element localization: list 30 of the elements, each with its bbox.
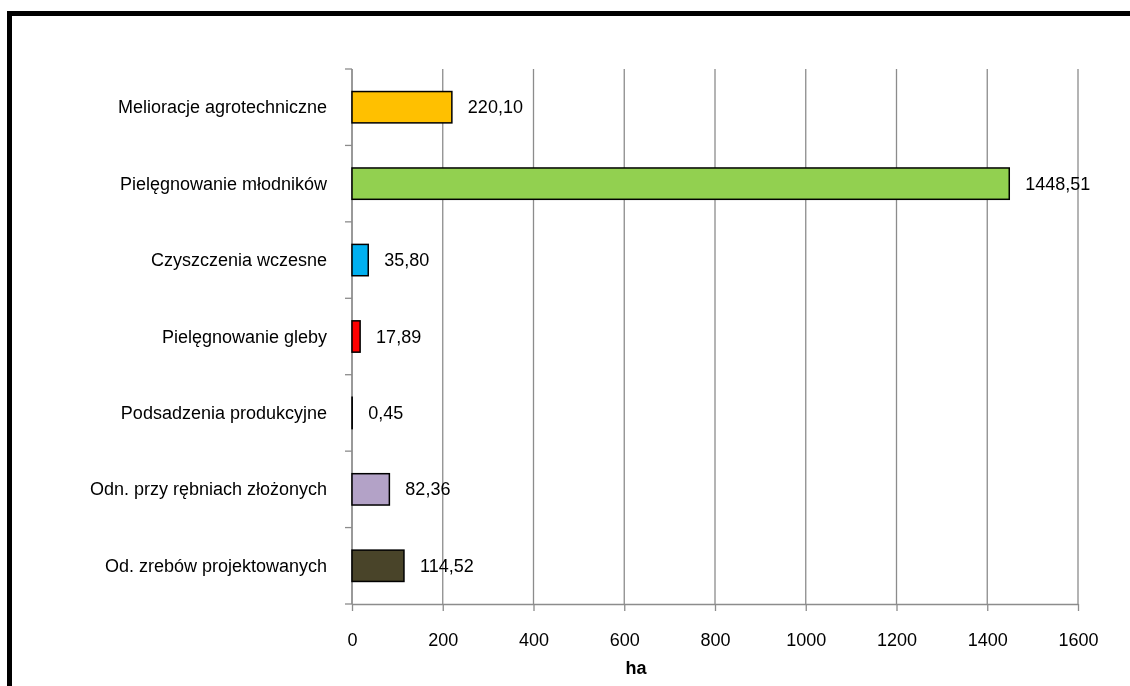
y-tick-label: Czyszczenia wczesne (150, 250, 327, 271)
bar (351, 90, 453, 124)
data-label: 35,80 (384, 250, 430, 271)
x-tick-label: 400 (518, 629, 550, 650)
y-tick-label: Odn. przy rębniach złożonych (89, 479, 327, 500)
bar (351, 243, 369, 277)
data-label: 1448,51 (1025, 173, 1091, 194)
x-tick-label: 1000 (786, 629, 827, 650)
y-tick-label: Pielęgnowanie młodników (119, 173, 328, 194)
y-tick-label: Pielęgnowanie gleby (161, 326, 327, 347)
x-tick-label: 600 (609, 629, 640, 650)
y-tick-label: Melioracje agrotechniczne (117, 97, 327, 118)
x-tick-label: 1200 (876, 629, 918, 650)
x-tick-label: 200 (428, 629, 459, 650)
bar (351, 320, 361, 353)
bar (351, 549, 405, 583)
bar (351, 472, 391, 506)
bar (351, 167, 1011, 201)
x-tick-label: 1400 (967, 629, 1008, 650)
x-tick-label: 0 (347, 629, 358, 650)
data-label: 82,36 (405, 479, 451, 500)
y-tick-label: Podsadzenia produkcyjne (120, 402, 327, 423)
data-label: 220,10 (467, 97, 523, 118)
data-label: 0,45 (368, 402, 404, 423)
x-tick-label: 800 (700, 629, 731, 650)
data-label: 17,89 (376, 326, 422, 347)
y-tick-label: Od. zrebów projektowanych (104, 555, 327, 576)
data-label: 114,52 (419, 555, 474, 576)
x-axis-title: ha (625, 658, 648, 678)
x-tick-label: 1600 (1058, 629, 1099, 650)
